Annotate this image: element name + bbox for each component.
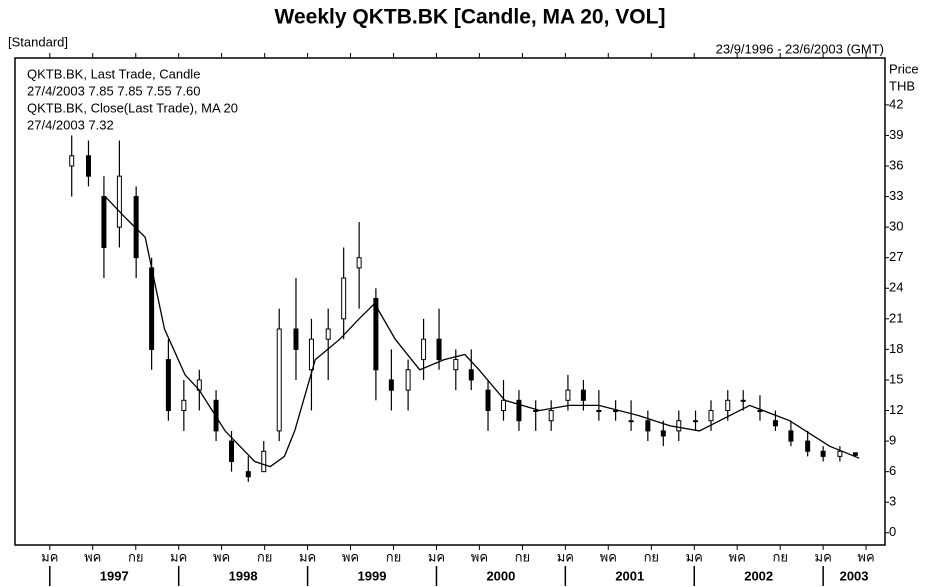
candle-body [277, 329, 281, 431]
candle-body [821, 451, 825, 456]
candle-body [501, 400, 505, 410]
x-tick-label: มค [815, 549, 832, 564]
year-label: 1998 [229, 568, 258, 583]
y-tick-label: 12 [889, 402, 903, 417]
year-label: 2001 [615, 568, 644, 583]
candle-body [86, 156, 90, 176]
candle-body [150, 268, 154, 350]
legend-line: QKTB.BK, Last Trade, Candle [27, 66, 200, 81]
x-tick-label: พค [729, 549, 746, 564]
candle-body [549, 411, 553, 421]
candle-body [629, 421, 633, 422]
x-tick-label: กย [128, 549, 144, 564]
y-tick-label: 9 [889, 433, 896, 448]
x-tick-label: พค [342, 549, 359, 564]
candle-body [389, 380, 393, 390]
candle-body [709, 411, 713, 421]
candle-body [726, 400, 730, 410]
x-tick-label: กย [772, 549, 788, 564]
candle-body [597, 411, 601, 412]
candle-body [661, 431, 665, 436]
y-tick-label: 24 [889, 280, 903, 295]
x-tick-label: มค [686, 549, 703, 564]
date-range: 23/9/1996 - 23/6/2003 (GMT) [716, 41, 884, 56]
year-label: 2003 [840, 568, 869, 583]
candle-body [454, 360, 458, 370]
candle-body [534, 411, 538, 412]
y-tick-label: 27 [889, 249, 903, 264]
candle-body [741, 400, 745, 401]
y-tick-label: 6 [889, 463, 896, 478]
x-tick-label: พค [213, 549, 230, 564]
candle-body [230, 441, 234, 461]
year-label: 1999 [358, 568, 387, 583]
x-tick-label: พค [857, 549, 874, 564]
y-tick-label: 36 [889, 157, 903, 172]
y-tick-label: 15 [889, 371, 903, 386]
y-tick-label: 18 [889, 341, 903, 356]
candle-body [581, 390, 585, 400]
candle-body [117, 176, 121, 227]
y-tick-label: 33 [889, 188, 903, 203]
candle-body [469, 370, 473, 380]
x-tick-label: มค [170, 549, 187, 564]
candle-body [677, 421, 681, 431]
candle-body [326, 329, 330, 339]
x-tick-label: มค [557, 549, 574, 564]
candle-body [773, 421, 777, 426]
plot-frame [15, 58, 885, 545]
y-tick-label: 30 [889, 219, 903, 234]
candle-body [166, 360, 170, 411]
year-label: 1997 [100, 568, 129, 583]
candle-body [262, 451, 266, 471]
x-tick-label: กย [515, 549, 531, 564]
x-tick-label: พค [600, 549, 617, 564]
year-label: 2002 [744, 568, 773, 583]
year-label: 2000 [486, 568, 515, 583]
mode-label: [Standard] [8, 34, 68, 49]
chart: Weekly QKTB.BK [Candle, MA 20, VOL] [Sta… [0, 0, 927, 587]
candle-body [853, 453, 857, 456]
y-tick-label: 21 [889, 310, 903, 325]
x-tick-label: พค [84, 549, 101, 564]
legend-line: QKTB.BK, Close(Last Trade), MA 20 [27, 100, 238, 115]
y-unit: THB [889, 78, 915, 93]
candle-body [182, 400, 186, 410]
chart-title: Weekly QKTB.BK [Candle, MA 20, VOL] [275, 6, 666, 29]
x-tick-label: กย [257, 549, 273, 564]
candle-body [246, 472, 250, 477]
candle-body [486, 390, 490, 410]
candle-body [758, 411, 762, 412]
legend-line: 27/4/2003 7.85 7.85 7.55 7.60 [27, 83, 201, 98]
candle-body [806, 441, 810, 451]
candle-body [357, 258, 361, 268]
x-tick-label: มค [41, 549, 58, 564]
candle-body [646, 421, 650, 431]
y-tick-label: 42 [889, 96, 903, 111]
candle-body [838, 451, 842, 456]
x-tick-label: กย [644, 549, 660, 564]
candle-body [694, 421, 698, 422]
candle-body [294, 329, 298, 349]
y-tick-label: 39 [889, 127, 903, 142]
x-tick-label: มค [428, 549, 445, 564]
candle-body [566, 390, 570, 400]
candle-body [406, 370, 410, 390]
y-tick-label: 0 [889, 524, 896, 539]
y-tick-label: 3 [889, 494, 896, 509]
candle-body [102, 197, 106, 248]
x-tick-label: กย [386, 549, 402, 564]
candle-body [309, 339, 313, 370]
candle-body [342, 278, 346, 319]
candle-body [422, 339, 426, 359]
candle-body [70, 156, 74, 166]
x-tick-label: พค [471, 549, 488, 564]
candle-body [437, 339, 441, 359]
x-tick-label: มค [299, 549, 316, 564]
candle-body [789, 431, 793, 441]
y-label: Price [889, 61, 919, 76]
legend-line: 27/4/2003 7.32 [27, 117, 114, 132]
